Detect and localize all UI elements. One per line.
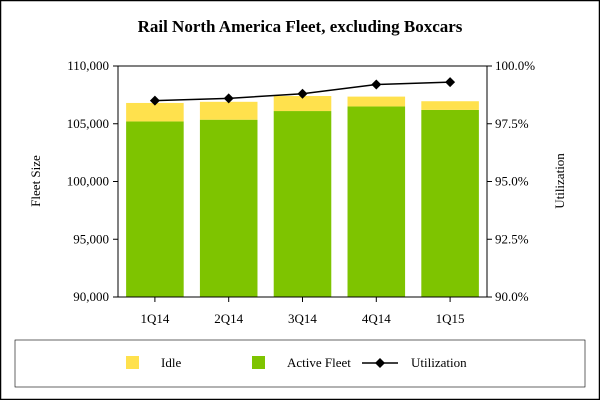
bar-active-fleet [347,106,406,297]
bar-idle [199,101,258,120]
chart-title: Rail North America Fleet, excluding Boxc… [138,17,463,36]
left-tick-label: 105,000 [67,116,109,131]
utilization-point [371,79,382,90]
bar-active-fleet [273,111,332,297]
right-axis-ticks: 90.0% 92.5% 95.0% 97.5% 100.0% [487,58,535,304]
legend-label: Active Fleet [287,355,351,370]
x-tick-label: 4Q14 [362,311,391,326]
bar-active-fleet [421,109,479,297]
legend: Idle Active Fleet Utilization [14,339,586,388]
plot-frame [117,65,488,298]
utilization-point [223,93,234,104]
legend-swatch [252,356,265,369]
x-tick-label: 1Q15 [436,311,465,326]
utilization-point [445,77,456,88]
x-axis-ticks: 1Q14 2Q14 3Q14 4Q14 1Q15 [140,297,465,326]
utilization-line-group [149,77,456,106]
bar-idle [347,96,406,107]
left-tick-label: 95,000 [73,231,109,246]
legend-label: Idle [161,355,181,370]
legend-box [14,339,586,388]
legend-swatch [126,356,139,369]
right-tick-label: 95.0% [495,174,529,189]
right-tick-label: 100.0% [495,58,535,73]
left-tick-label: 90,000 [73,289,109,304]
x-tick-label: 1Q14 [140,311,169,326]
utilization-point [149,95,160,106]
y2-axis-label: Utilization [552,153,567,209]
bar-active-fleet [126,121,184,297]
bar-idle [273,96,332,112]
x-tick-label: 2Q14 [214,311,243,326]
left-tick-label: 110,000 [67,58,109,73]
bars-group [126,96,479,298]
utilization-point [297,88,308,99]
legend-label: Utilization [411,355,467,370]
right-tick-label: 97.5% [495,116,529,131]
right-tick-label: 90.0% [495,289,529,304]
bar-idle [421,101,479,110]
bar-idle [126,102,184,122]
bar-active-fleet [199,119,258,298]
left-tick-label: 100,000 [67,174,109,189]
left-axis-ticks: 90,000 95,000 100,000 105,000 110,000 [67,58,118,304]
y-axis-label: Fleet Size [28,155,43,207]
legend-diamond-swatch [375,358,385,368]
x-tick-label: 3Q14 [288,311,317,326]
right-tick-label: 92.5% [495,231,529,246]
